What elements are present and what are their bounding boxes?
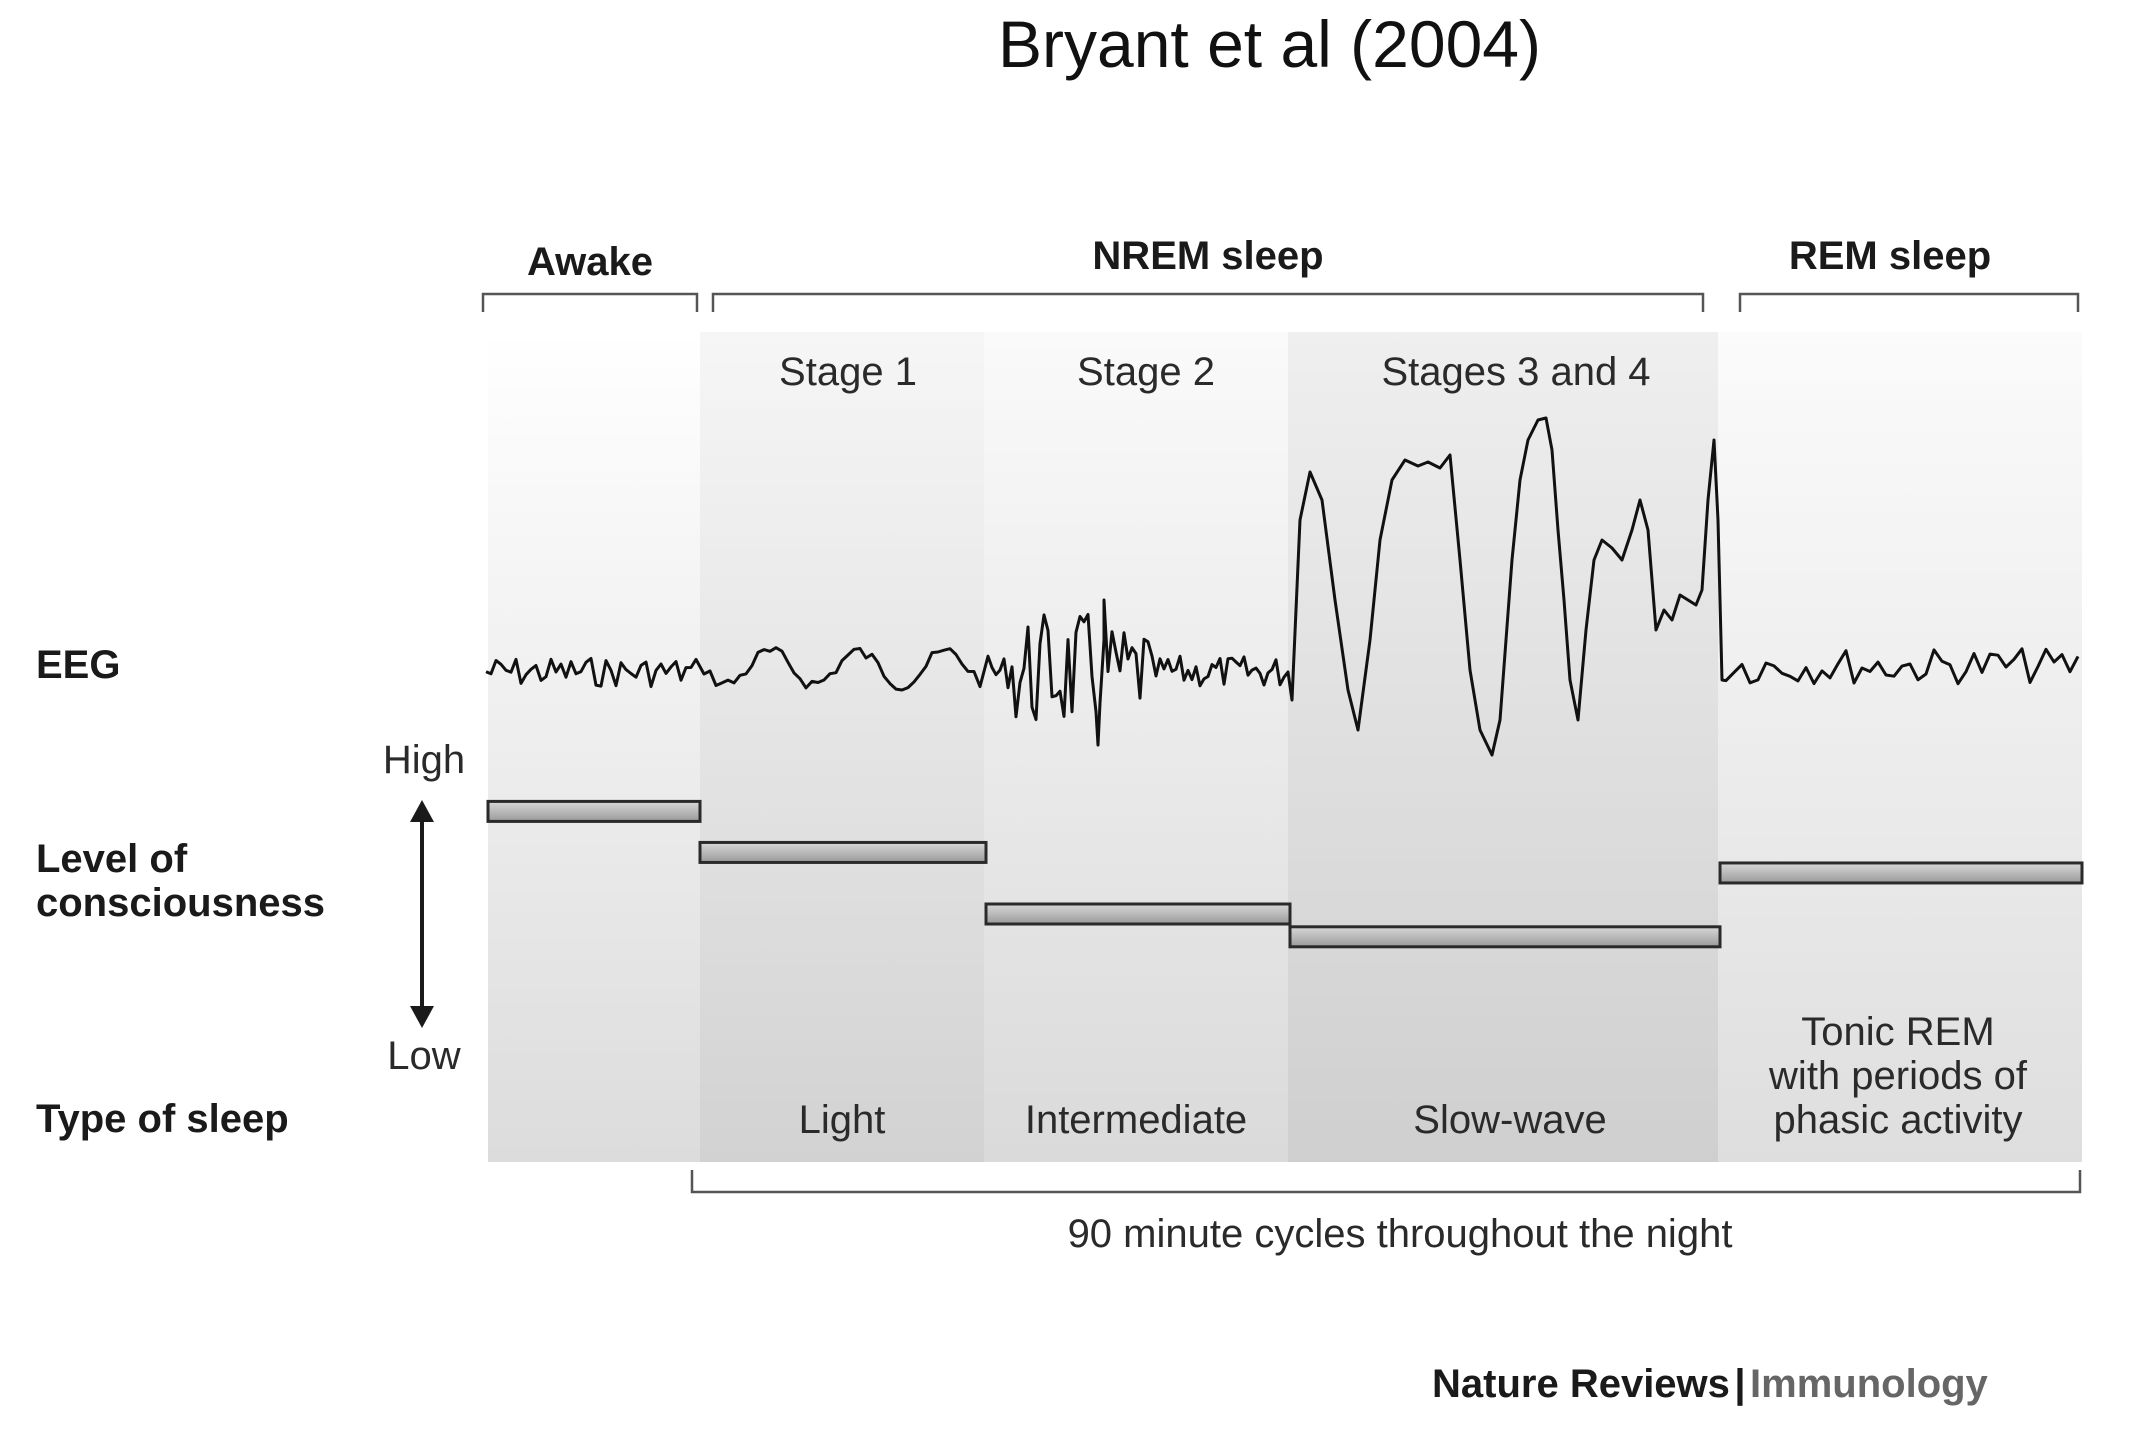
level-bar-stage2	[984, 902, 1292, 926]
cycle-note: 90 minute cycles throughout the night	[1067, 1212, 1733, 1256]
bracket-rem	[1738, 292, 2080, 312]
journal-name: Nature Reviews	[1432, 1362, 1730, 1406]
group-label-rem: REM sleep	[1788, 234, 1992, 278]
panel-stage1	[700, 332, 984, 1162]
bracket-cycles	[690, 1170, 2082, 1194]
panel-rem	[1718, 332, 2082, 1162]
axis-label-high: High	[382, 738, 466, 782]
group-label-awake: Awake	[526, 240, 654, 284]
stage-label-1: Stage 1	[779, 350, 917, 394]
bracket-awake	[481, 292, 699, 312]
stage-label-2: Stage 2	[1077, 350, 1215, 394]
group-label-nrem: NREM sleep	[1092, 234, 1324, 278]
sleep-type-rem-2: with periods of	[1769, 1054, 2027, 1098]
panel-stage2	[984, 332, 1288, 1162]
panel-stage34	[1288, 332, 1718, 1162]
level-bar-stage34	[1288, 925, 1722, 949]
journal-section: Immunology	[1750, 1362, 1988, 1406]
panel-awake	[488, 332, 700, 1162]
row-label-type-of-sleep: Type of sleep	[36, 1097, 289, 1141]
consciousness-arrow	[410, 800, 434, 1028]
sleep-type-intermediate: Intermediate	[1024, 1098, 1248, 1142]
journal-credit: Nature Reviews | Immunology	[1432, 1362, 1988, 1407]
level-bar-stage1	[698, 840, 988, 864]
bracket-nrem	[711, 292, 1705, 312]
journal-separator: |	[1734, 1362, 1746, 1406]
row-label-consciousness-2: consciousness	[36, 881, 326, 925]
axis-label-low: Low	[387, 1034, 461, 1078]
level-bar-rem	[1718, 861, 2084, 885]
sleep-type-rem-1: Tonic REM	[1801, 1010, 1995, 1054]
consciousness-level-bars	[486, 799, 2084, 949]
stage-label-3-4: Stages 3 and 4	[1381, 350, 1651, 394]
row-label-eeg: EEG	[36, 643, 121, 687]
sleep-type-light: Light	[798, 1098, 886, 1142]
row-label-consciousness-1: Level of	[36, 837, 188, 881]
sleep-type-rem-3: phasic activity	[1773, 1098, 2023, 1142]
figure-title: Bryant et al (2004)	[998, 7, 1541, 81]
eeg-trace	[485, 416, 2080, 757]
level-bar-awake	[486, 799, 702, 823]
sleep-type-slow-wave: Slow-wave	[1413, 1098, 1607, 1142]
